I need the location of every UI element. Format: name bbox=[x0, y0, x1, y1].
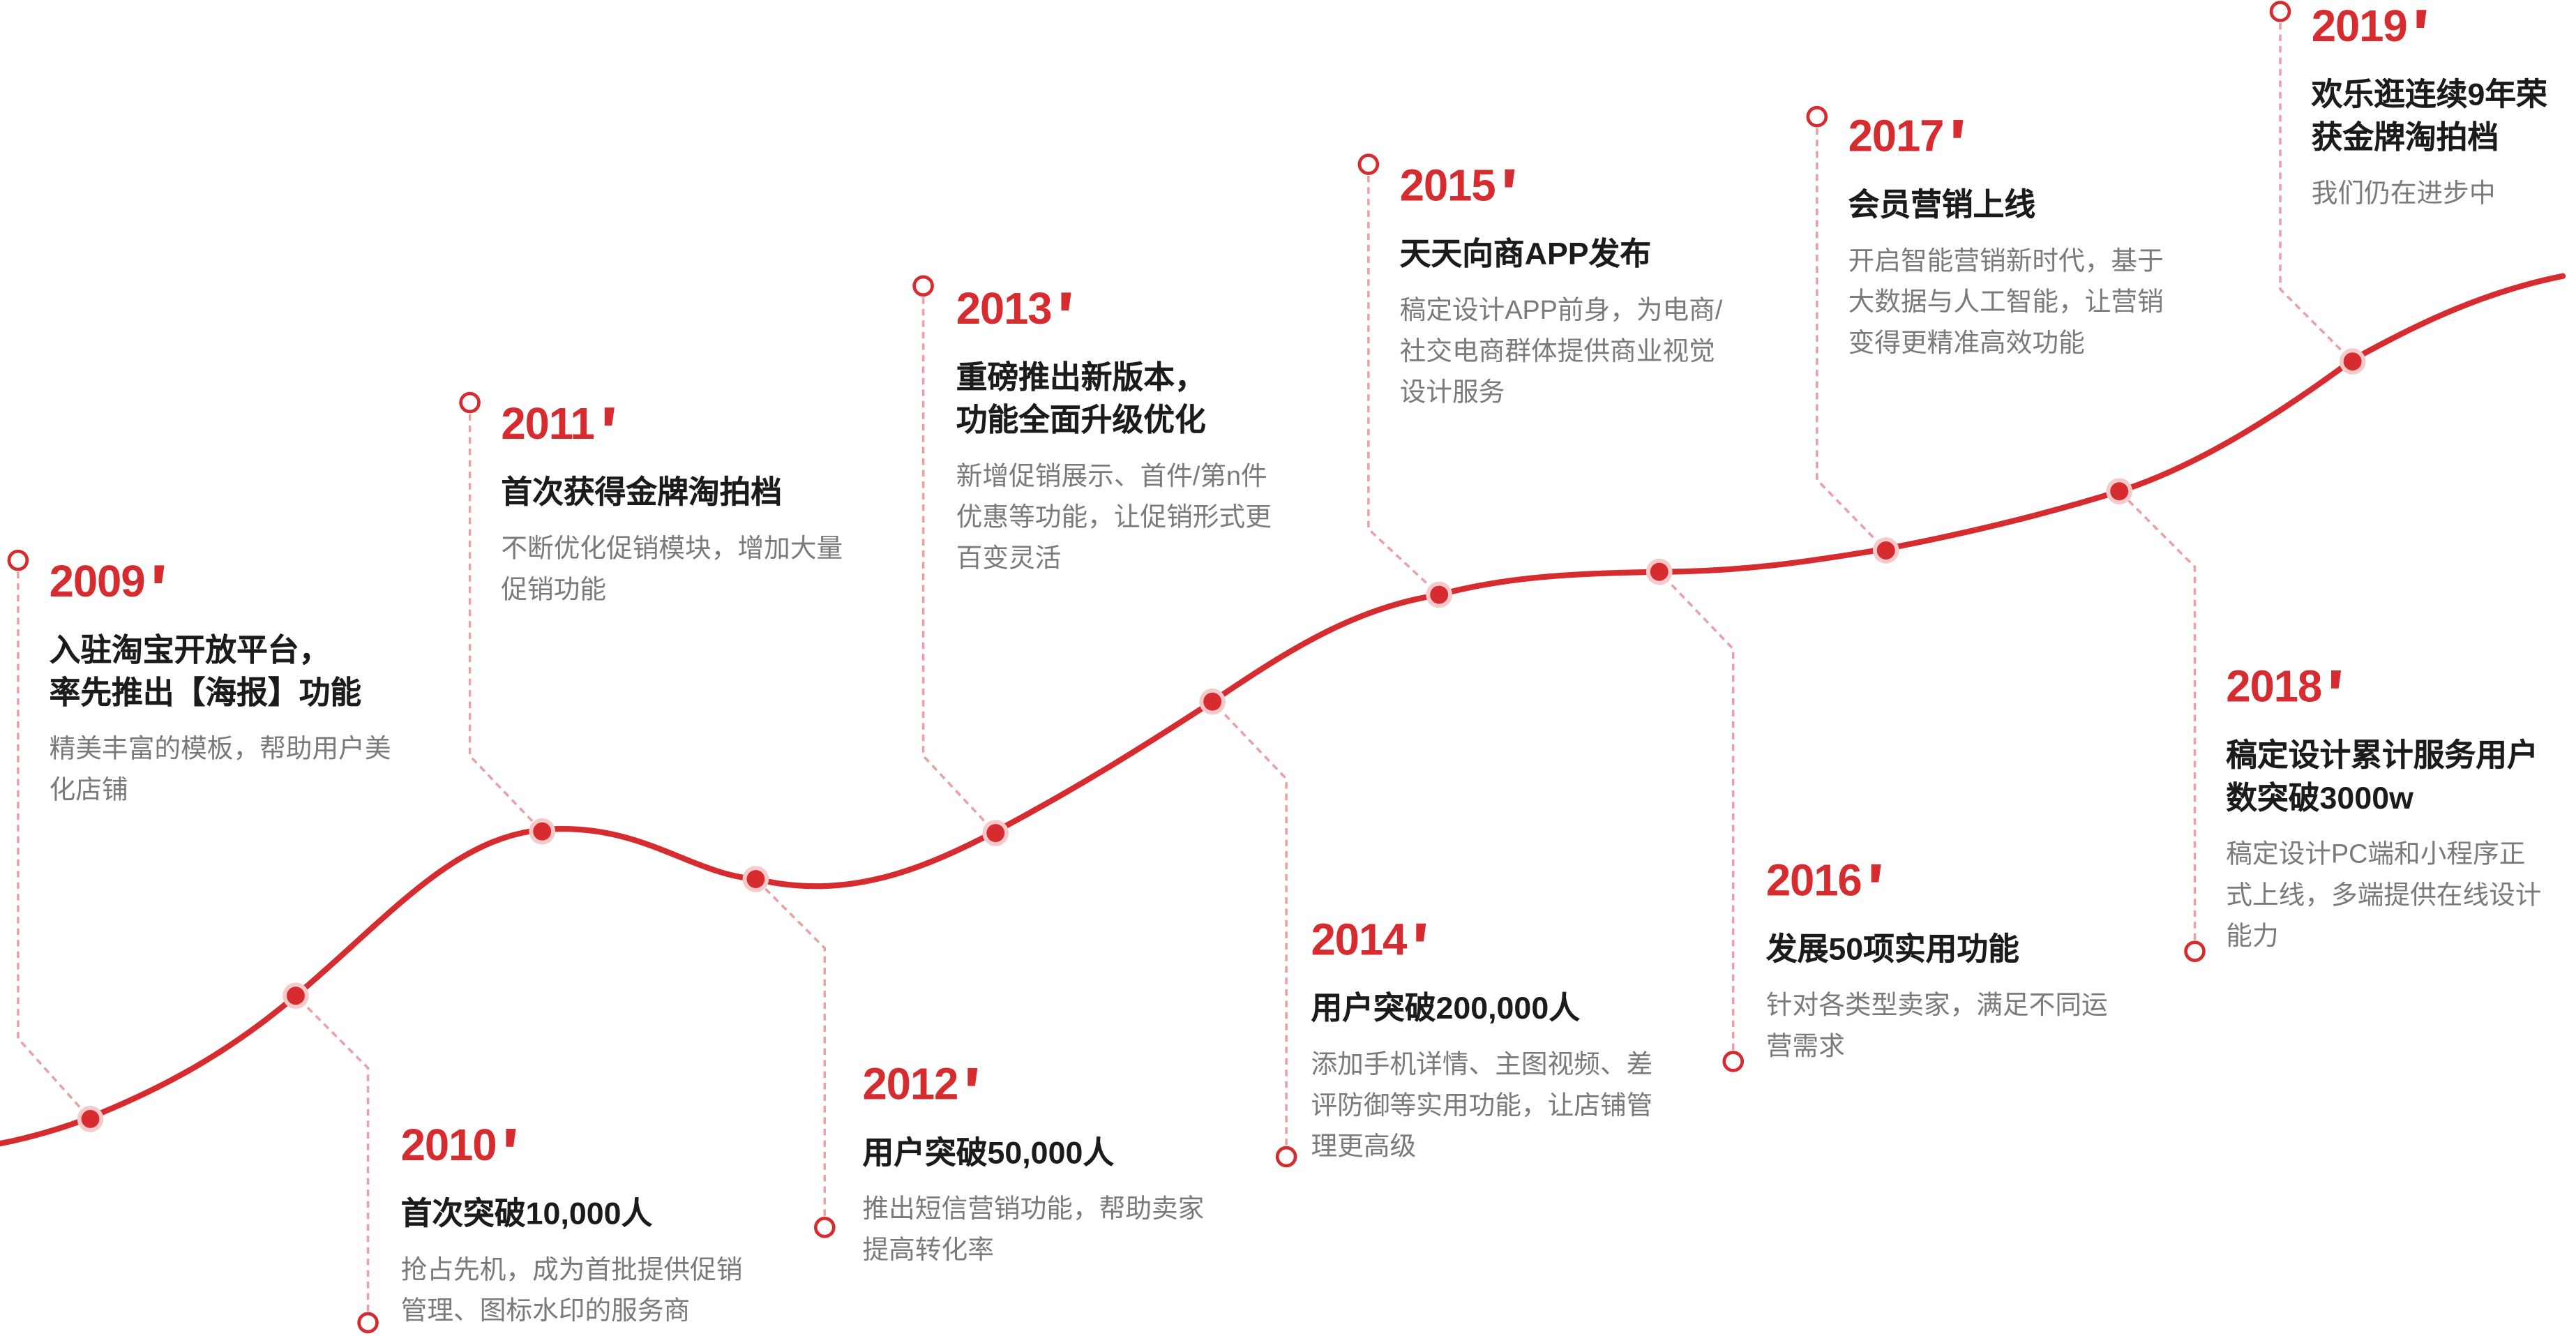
milestone-2010: 2010 首次突破10,000人 抢占先机，成为首批提供促销 管理、图标水印的服… bbox=[401, 1120, 743, 1333]
connector-line-2011 bbox=[468, 403, 543, 832]
milestone-2009: 2009 入驻淘宝开放平台， 率先推出【海报】功能 精美丰富的模板，帮助用户美 … bbox=[50, 557, 391, 811]
year-flag-icon bbox=[1953, 119, 1964, 138]
connector-line-2010 bbox=[294, 995, 370, 1323]
milestone-title: 入驻淘宝开放平台， 率先推出【海报】功能 bbox=[49, 634, 362, 712]
connector-line-2014 bbox=[1211, 700, 1288, 1157]
milestone-2019: 2019 欢乐逛连续9年荣 获金牌淘拍档 我们仍在进步中 bbox=[2312, 1, 2547, 215]
milestone-year: 2014 bbox=[1311, 915, 1426, 965]
anchor-ring-2015 bbox=[1357, 153, 1380, 175]
curve-dot-2015 bbox=[1430, 585, 1449, 604]
milestone-year: 2011 bbox=[501, 399, 614, 449]
milestone-year: 2010 bbox=[401, 1120, 516, 1170]
anchor-ring-2012 bbox=[814, 1217, 836, 1238]
connector-lines bbox=[17, 11, 2353, 1323]
anchor-ring-2018 bbox=[2184, 940, 2206, 962]
milestone-2014: 2014 用户突破200,000人 添加手机详情、主图视频、差 评防御等实用功能… bbox=[1311, 915, 1652, 1169]
anchor-ring-2016 bbox=[1722, 1051, 1745, 1072]
anchor-ring-2009 bbox=[7, 549, 29, 571]
milestone-2018: 2018 稿定设计累计服务用户 数突破3000w 稿定设计PC端和小程序正 式上… bbox=[2226, 662, 2541, 958]
curve-dot-2009 bbox=[81, 1109, 100, 1128]
anchor-ring-2011 bbox=[459, 391, 481, 414]
curve-dot-2010 bbox=[286, 986, 305, 1005]
anchor-rings bbox=[7, 1, 2291, 1334]
anchor-ring-2019 bbox=[2269, 1, 2291, 22]
milestone-desc: 不断优化促销模块，增加大量 促销功能 bbox=[501, 535, 843, 605]
connector-line-2018 bbox=[2118, 490, 2197, 952]
anchor-ring-2017 bbox=[1806, 105, 1828, 128]
curve-dot-2011 bbox=[533, 822, 552, 841]
year-flag-icon bbox=[1416, 923, 1426, 942]
curve-dot-2019 bbox=[2343, 352, 2362, 371]
milestone-title: 稿定设计累计服务用户 数突破3000w bbox=[2226, 739, 2538, 817]
year-flag-icon bbox=[1061, 292, 1071, 311]
milestone-2017: 2017 会员营销上线 开启智能营销新时代，基于 大数据与人工智能，让营销 变得… bbox=[1848, 112, 2164, 365]
milestone-desc: 开启智能营销新时代，基于 大数据与人工智能，让营销 变得更精准高效功能 bbox=[1848, 248, 2164, 359]
milestone-year: 2015 bbox=[1400, 161, 1515, 210]
connector-line-2016 bbox=[1658, 571, 1735, 1062]
connector-line-2009 bbox=[17, 560, 91, 1120]
milestone-title: 首次突破10,000人 bbox=[400, 1197, 653, 1233]
year-flag-icon bbox=[2331, 670, 2342, 689]
milestone-desc: 针对各类型卖家，满足不同运 营需求 bbox=[1765, 992, 2108, 1062]
milestone-desc: 新增促销展示、首件/第n件 优惠等功能，让促销形式更 百变灵活 bbox=[956, 463, 1272, 573]
year-flag-icon bbox=[603, 407, 614, 426]
milestone-desc: 抢占先机，成为首批提供促销 管理、图标水印的服务商 bbox=[400, 1256, 743, 1326]
curve-dot-2018 bbox=[2110, 482, 2129, 501]
milestone-year: 2018 bbox=[2226, 662, 2342, 712]
milestone-year: 2009 bbox=[50, 557, 165, 606]
milestone-desc: 推出短信营销功能，帮助卖家 提高转化率 bbox=[862, 1196, 1205, 1266]
milestone-desc: 添加手机详情、主图视频、差 评防御等实用功能，让店铺管 理更高级 bbox=[1311, 1051, 1653, 1162]
milestone-title: 用户突破50,000人 bbox=[862, 1136, 1115, 1172]
anchor-ring-2014 bbox=[1275, 1146, 1297, 1168]
connector-line-2019 bbox=[2279, 11, 2353, 363]
year-flag-icon bbox=[154, 565, 165, 584]
milestone-desc: 稿定设计PC端和小程序正 式上线，多端提供在线设计 能力 bbox=[2226, 841, 2542, 952]
curve-dot-2013 bbox=[986, 824, 1005, 843]
connector-line-2017 bbox=[1816, 117, 1888, 552]
milestone-title: 会员营销上线 bbox=[1848, 188, 2036, 224]
milestone-title: 发展50项实用功能 bbox=[1765, 933, 2019, 968]
anchor-ring-2010 bbox=[357, 1312, 379, 1334]
milestone-year: 2012 bbox=[862, 1060, 978, 1109]
year-flag-icon bbox=[1505, 169, 1515, 188]
curve-dot-2017 bbox=[1876, 541, 1895, 560]
milestone-year: 2013 bbox=[956, 284, 1071, 333]
milestone-year: 2019 bbox=[2312, 1, 2427, 51]
connector-line-2015 bbox=[1367, 164, 1440, 596]
year-flag-icon bbox=[967, 1067, 978, 1086]
milestone-year: 2016 bbox=[1766, 856, 1881, 906]
year-flag-icon bbox=[2416, 10, 2427, 29]
milestone-2011: 2011 首次获得金牌淘拍档 不断优化促销模块，增加大量 促销功能 bbox=[501, 399, 843, 611]
milestone-year: 2017 bbox=[1848, 112, 1964, 161]
milestone-title: 用户突破200,000人 bbox=[1311, 992, 1580, 1027]
milestone-title: 首次获得金牌淘拍档 bbox=[501, 476, 783, 511]
connector-line-2012 bbox=[755, 878, 827, 1228]
milestone-2012: 2012 用户突破50,000人 推出短信营销功能，帮助卖家 提高转化率 bbox=[862, 1060, 1204, 1272]
milestone-2016: 2016 发展50项实用功能 针对各类型卖家，满足不同运 营需求 bbox=[1766, 856, 2108, 1068]
year-flag-icon bbox=[1871, 864, 1881, 883]
curve-dot-2016 bbox=[1650, 562, 1669, 581]
milestone-title: 天天向商APP发布 bbox=[1399, 238, 1652, 273]
curve-dot-2014 bbox=[1203, 692, 1222, 711]
milestone-2015: 2015 天天向商APP发布 稿定设计APP前身，为电商/ 社交电商群体提供商业… bbox=[1400, 161, 1723, 414]
milestone-desc: 精美丰富的模板，帮助用户美 化店铺 bbox=[49, 736, 391, 806]
milestone-2013: 2013 重磅推出新版本， 功能全面升级优化 新增促销展示、首件/第n件 优惠等… bbox=[956, 284, 1272, 580]
milestone-desc: 稿定设计APP前身，为电商/ 社交电商群体提供商业视觉 设计服务 bbox=[1399, 297, 1723, 408]
year-flag-icon bbox=[506, 1129, 516, 1147]
anchor-ring-2013 bbox=[912, 275, 934, 297]
curve-dots bbox=[77, 348, 2366, 1132]
milestone-title: 欢乐逛连续9年荣 获金牌淘拍档 bbox=[2311, 79, 2547, 156]
milestone-title: 重磅推出新版本， 功能全面升级优化 bbox=[956, 361, 1206, 439]
milestone-desc: 我们仍在进步中 bbox=[2311, 181, 2496, 209]
curve-dot-2012 bbox=[746, 870, 765, 888]
